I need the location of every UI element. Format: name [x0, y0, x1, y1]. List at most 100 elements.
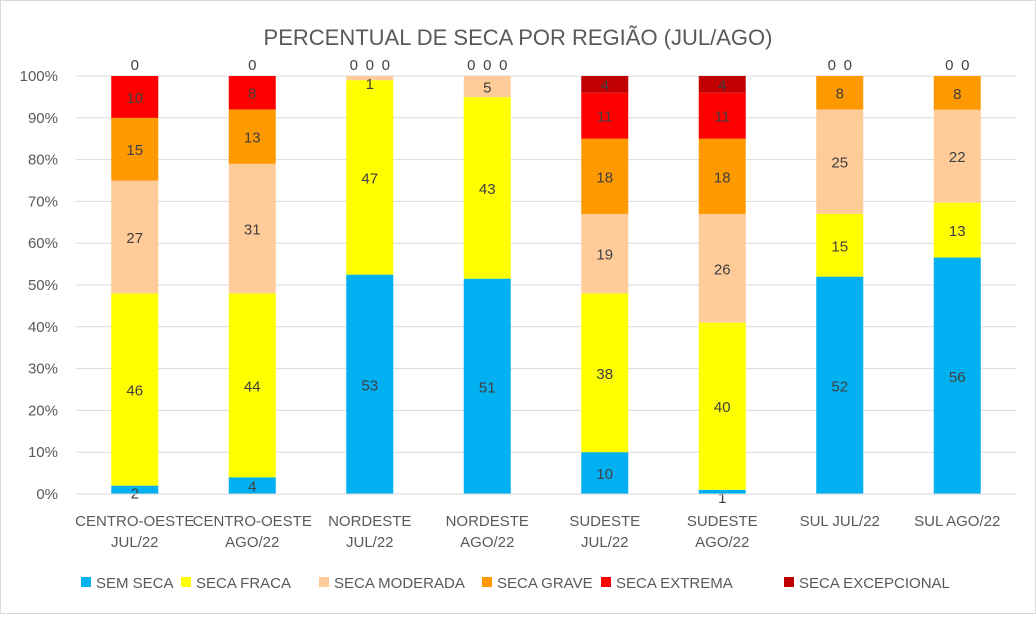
- data-label: 18: [596, 169, 613, 186]
- y-tick-label: 90%: [28, 110, 58, 127]
- data-label: 0: [844, 57, 852, 74]
- data-label: 0: [483, 57, 491, 74]
- data-label: 47: [361, 170, 378, 187]
- data-label: 15: [831, 238, 848, 255]
- bar-segment: [111, 293, 159, 486]
- y-tick-label: 70%: [28, 193, 58, 210]
- x-tick-label: AGO/22: [460, 534, 514, 551]
- legend-label: SECA GRAVE: [497, 575, 593, 592]
- bar-segment: [581, 213, 629, 294]
- data-label: 13: [949, 223, 966, 240]
- bar-segment: [346, 80, 394, 275]
- data-label: 11: [597, 109, 613, 126]
- bar-segment: [581, 76, 629, 93]
- bar-segment: [111, 76, 159, 118]
- y-tick-label: 40%: [28, 319, 58, 336]
- x-tick-label: SUL AGO/22: [914, 513, 1000, 530]
- bar-segment: [816, 276, 864, 494]
- data-label: 11: [714, 109, 730, 126]
- bar-segment: [933, 109, 981, 203]
- x-tick-label: NORDESTE: [446, 513, 529, 530]
- x-tick-label: CENTRO-OESTE: [193, 513, 312, 530]
- data-label: 56: [949, 369, 966, 386]
- data-label: 0: [499, 57, 507, 74]
- data-label: 0: [131, 57, 139, 74]
- y-tick-label: 50%: [28, 277, 58, 294]
- data-label: 22: [949, 149, 966, 166]
- bar-segment: [933, 257, 981, 494]
- bar-segment: [111, 180, 159, 294]
- data-label: 10: [596, 466, 613, 483]
- y-tick-label: 60%: [28, 235, 58, 252]
- data-label: 1: [366, 76, 374, 93]
- data-label: 44: [244, 378, 261, 395]
- x-tick-label: SUDESTE: [569, 513, 640, 530]
- bar-segment: [816, 76, 864, 110]
- data-label: 0: [350, 57, 358, 74]
- bar-segment: [228, 163, 276, 294]
- data-label: 8: [836, 86, 844, 103]
- data-label: 0: [248, 57, 256, 74]
- y-tick-label: 100%: [20, 68, 58, 85]
- legend-label: SECA MODERADA: [334, 575, 465, 592]
- data-label: 15: [126, 142, 143, 159]
- bar-segment: [463, 97, 511, 279]
- x-tick-label: JUL/22: [346, 534, 394, 551]
- bar-segment: [228, 109, 276, 164]
- data-label: 26: [714, 261, 731, 278]
- bar-segment: [463, 278, 511, 494]
- data-label: 31: [244, 222, 261, 239]
- data-label: 8: [248, 86, 256, 103]
- data-label: 0: [828, 57, 836, 74]
- bar-segment: [581, 293, 629, 453]
- bar-segment: [111, 485, 159, 494]
- data-label: 53: [361, 377, 378, 394]
- x-tick-label: AGO/22: [695, 534, 749, 551]
- legend-swatch: [81, 577, 91, 587]
- bar-segment: [111, 117, 159, 181]
- data-label: 0: [945, 57, 953, 74]
- data-label: 0: [961, 57, 969, 74]
- bar-segment: [463, 76, 511, 98]
- data-label: 1: [718, 490, 726, 507]
- data-label: 0: [467, 57, 475, 74]
- x-tick-label: SUDESTE: [687, 513, 758, 530]
- bar-segment: [346, 274, 394, 494]
- legend-label: SECA FRACA: [196, 575, 291, 592]
- bar-segment: [228, 76, 276, 110]
- data-label: 8: [953, 86, 961, 103]
- bar-segment: [816, 109, 864, 214]
- legend-swatch: [482, 577, 492, 587]
- data-label: 51: [479, 379, 496, 396]
- data-label: 13: [244, 130, 261, 147]
- data-label: 5: [483, 80, 491, 97]
- bar-segment: [698, 322, 746, 490]
- data-label: 43: [479, 181, 496, 198]
- data-label: 46: [126, 383, 143, 400]
- bar-segment: [228, 293, 276, 478]
- data-label: 52: [831, 378, 848, 395]
- data-label: 27: [126, 230, 143, 247]
- bar-segment: [698, 92, 746, 139]
- bar-segment: [228, 477, 276, 494]
- x-tick-label: AGO/22: [225, 534, 279, 551]
- bar-segment: [698, 489, 746, 494]
- y-tick-label: 10%: [28, 444, 58, 461]
- y-tick-label: 30%: [28, 361, 58, 378]
- legend-swatch: [601, 577, 611, 587]
- bar-segment: [933, 202, 981, 258]
- legend-label: SECA EXTREMA: [616, 575, 733, 592]
- bar-segment: [698, 138, 746, 214]
- x-tick-label: CENTRO-OESTE: [75, 513, 194, 530]
- data-label: 19: [596, 247, 613, 264]
- x-tick-label: NORDESTE: [328, 513, 411, 530]
- x-tick-label: JUL/22: [581, 534, 629, 551]
- data-label: 0: [366, 57, 374, 74]
- y-tick-label: 20%: [28, 402, 58, 419]
- chart-title: PERCENTUAL DE SECA POR REGIÃO (JUL/AGO): [264, 25, 773, 50]
- data-label: 38: [596, 366, 613, 383]
- x-tick-label: JUL/22: [111, 534, 159, 551]
- data-label: 0: [382, 57, 390, 74]
